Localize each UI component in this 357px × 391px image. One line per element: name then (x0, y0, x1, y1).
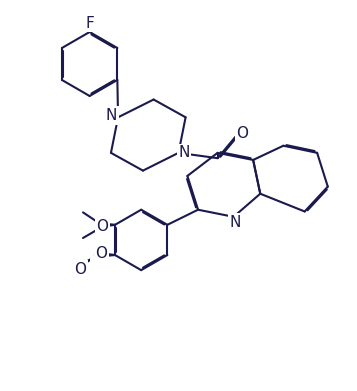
Text: N: N (106, 108, 117, 123)
Text: O: O (74, 262, 86, 277)
Text: O: O (97, 219, 109, 234)
Text: O: O (92, 249, 104, 264)
Text: N: N (178, 145, 190, 160)
Text: O: O (96, 246, 107, 261)
Text: O: O (236, 126, 248, 141)
Text: F: F (85, 16, 94, 30)
Text: N: N (230, 215, 241, 230)
